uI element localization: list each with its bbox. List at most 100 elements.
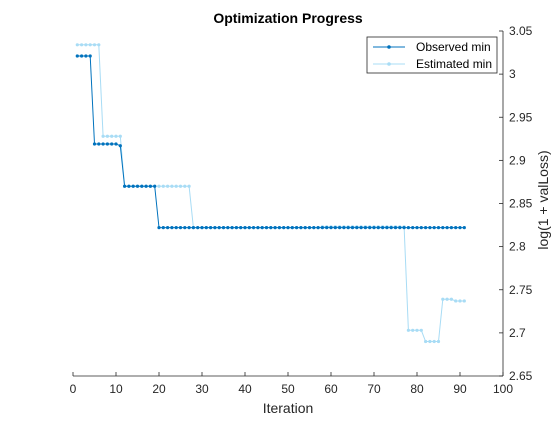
legend-label-estimated-min: Estimated min xyxy=(416,57,492,71)
data-point-observed-min xyxy=(260,226,264,230)
legend: Observed min Estimated min xyxy=(366,36,498,74)
data-point-observed-min xyxy=(458,226,462,230)
data-point-observed-min xyxy=(88,54,92,58)
data-point-observed-min xyxy=(385,226,389,230)
data-point-observed-min xyxy=(144,184,148,188)
x-tick-label: 100 xyxy=(493,382,513,396)
x-tick-label: 20 xyxy=(152,382,166,396)
data-point-observed-min xyxy=(338,226,342,230)
x-tick-label: 40 xyxy=(238,382,252,396)
data-point-observed-min xyxy=(110,142,114,146)
data-point-estimated-min xyxy=(406,328,410,332)
data-point-observed-min xyxy=(462,226,466,230)
data-point-observed-min xyxy=(436,226,441,230)
legend-marker-estimated-min xyxy=(387,62,391,66)
data-point-observed-min xyxy=(239,226,243,230)
data-point-observed-min xyxy=(320,226,324,230)
data-point-observed-min xyxy=(243,226,247,230)
data-point-observed-min xyxy=(84,54,88,58)
data-point-estimated-min xyxy=(157,184,161,188)
data-point-observed-min xyxy=(187,226,191,230)
y-tick-label: 2.9 xyxy=(509,153,526,167)
x-tick-label: 90 xyxy=(453,382,467,396)
data-point-estimated-min xyxy=(75,43,79,47)
data-point-observed-min xyxy=(368,226,372,230)
data-point-observed-min xyxy=(333,226,337,230)
data-point-observed-min xyxy=(217,226,221,230)
data-point-estimated-min xyxy=(92,43,97,47)
legend-marker-observed-min xyxy=(387,45,391,49)
data-point-observed-min xyxy=(398,226,402,230)
data-point-observed-min xyxy=(342,226,346,230)
data-point-observed-min xyxy=(441,226,445,230)
y-tick-label: 2.7 xyxy=(509,326,526,340)
data-point-observed-min xyxy=(428,226,432,230)
data-point-estimated-min xyxy=(97,43,101,47)
data-point-observed-min xyxy=(92,142,97,146)
x-tick-label: 0 xyxy=(70,382,77,396)
data-point-observed-min xyxy=(415,226,419,230)
data-point-observed-min xyxy=(131,184,135,188)
data-point-observed-min xyxy=(157,226,161,230)
data-point-estimated-min xyxy=(419,328,423,332)
data-point-observed-min xyxy=(230,226,234,230)
data-point-observed-min xyxy=(312,226,316,230)
data-point-observed-min xyxy=(252,226,256,230)
data-point-observed-min xyxy=(183,226,187,230)
data-point-observed-min xyxy=(209,226,213,230)
data-point-observed-min xyxy=(303,226,307,230)
data-point-estimated-min xyxy=(105,134,109,138)
data-point-observed-min xyxy=(445,226,449,230)
data-point-estimated-min xyxy=(415,328,419,332)
data-point-observed-min xyxy=(424,226,428,230)
data-point-observed-min xyxy=(178,226,183,230)
series-layer xyxy=(75,43,466,344)
chart-title: Optimization Progress xyxy=(213,10,363,26)
data-point-observed-min xyxy=(307,226,312,230)
data-point-observed-min xyxy=(325,226,329,230)
data-point-estimated-min xyxy=(114,134,118,138)
data-point-estimated-min xyxy=(462,299,466,303)
data-point-observed-min xyxy=(355,226,359,230)
data-point-estimated-min xyxy=(84,43,88,47)
data-point-observed-min xyxy=(247,226,251,230)
data-point-estimated-min xyxy=(187,184,191,188)
x-tick-label: 50 xyxy=(281,382,295,396)
x-tick-label: 10 xyxy=(109,382,123,396)
data-point-estimated-min xyxy=(458,299,462,303)
data-point-observed-min xyxy=(372,226,376,230)
data-point-estimated-min xyxy=(432,339,436,344)
data-point-observed-min xyxy=(200,226,204,230)
data-point-observed-min xyxy=(454,226,458,230)
data-point-observed-min xyxy=(135,184,140,188)
data-point-observed-min xyxy=(411,226,415,230)
data-point-observed-min xyxy=(114,142,118,146)
data-point-observed-min xyxy=(389,226,393,230)
data-point-observed-min xyxy=(402,226,406,230)
data-point-observed-min xyxy=(204,226,208,230)
data-point-observed-min xyxy=(295,226,299,230)
x-tick-label: 60 xyxy=(324,382,338,396)
data-point-observed-min xyxy=(226,226,230,230)
data-point-estimated-min xyxy=(88,43,92,47)
data-point-observed-min xyxy=(264,226,269,230)
y-tick-label: 2.85 xyxy=(509,197,533,211)
data-point-estimated-min xyxy=(436,339,441,344)
data-point-observed-min xyxy=(350,226,355,230)
data-point-observed-min xyxy=(213,226,217,230)
data-point-observed-min xyxy=(127,184,131,188)
data-point-observed-min xyxy=(363,226,367,230)
data-point-observed-min xyxy=(161,226,165,230)
data-point-observed-min xyxy=(256,226,260,230)
data-point-observed-min xyxy=(234,226,238,230)
data-point-observed-min xyxy=(381,226,385,230)
data-point-observed-min xyxy=(153,184,157,188)
data-point-observed-min xyxy=(170,226,174,230)
data-point-observed-min xyxy=(269,226,273,230)
y-tick-label: 2.65 xyxy=(509,369,533,383)
x-tick-label: 70 xyxy=(367,382,381,396)
data-point-estimated-min xyxy=(445,297,449,301)
data-point-observed-min xyxy=(196,226,200,230)
